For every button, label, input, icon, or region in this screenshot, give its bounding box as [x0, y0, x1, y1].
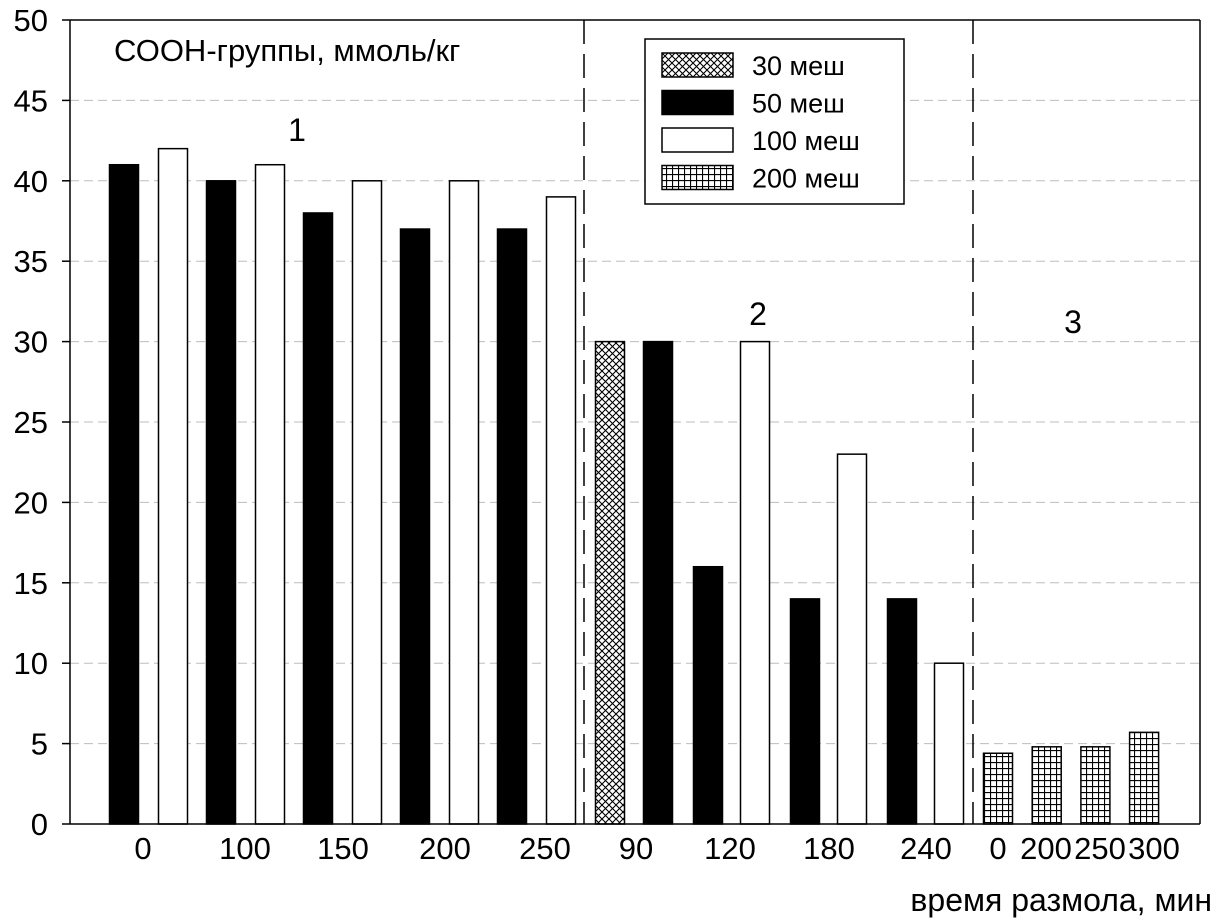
y-tick-label: 25: [14, 405, 48, 440]
bar: [1128, 731, 1160, 825]
bar: [108, 163, 140, 825]
gridlines: [70, 19, 1200, 745]
y-tick-label: 50: [14, 3, 48, 38]
bar: [448, 180, 480, 825]
bar: [886, 598, 918, 825]
legend: 30 меш 50 меш 100 меш 200 меш: [644, 38, 905, 205]
bar: [642, 340, 674, 825]
bar: [302, 212, 334, 825]
x-category-label: 250: [1074, 831, 1126, 866]
legend-swatch: [661, 89, 734, 116]
x-category-label: 240: [900, 831, 952, 866]
x-category-label: 100: [219, 831, 271, 866]
y-tick-label: 0: [31, 807, 48, 842]
x-category-label: 180: [803, 831, 855, 866]
y-tick-label: 20: [14, 485, 48, 520]
legend-label: 30 меш: [752, 51, 845, 81]
bar: [496, 228, 528, 825]
legend-label: 200 меш: [752, 164, 860, 194]
x-category-label: 150: [317, 831, 369, 866]
y-tick-label: 45: [14, 83, 48, 118]
bar: [739, 340, 771, 825]
bar: [205, 180, 237, 825]
x-category-label: 0: [134, 831, 151, 866]
group-label: 2: [749, 296, 767, 332]
bar: [351, 180, 383, 825]
x-category-label: 200: [419, 831, 471, 866]
bar: [1031, 746, 1062, 825]
legend-label: 50 меш: [752, 89, 845, 119]
legend-swatch: [661, 164, 734, 191]
bar: [399, 228, 431, 825]
bar: [789, 598, 821, 825]
x-category-label: 300: [1128, 831, 1180, 866]
y-tick-label: 10: [14, 646, 48, 681]
x-axis-title: время размола, мин: [910, 882, 1212, 918]
group-dividers: [583, 20, 974, 824]
axes: [62, 19, 1201, 825]
bar: [933, 662, 965, 825]
bar: [545, 196, 577, 825]
bar: [836, 453, 868, 825]
bars: [108, 147, 1160, 825]
x-category-label: 90: [619, 831, 653, 866]
bar: [1080, 746, 1111, 825]
bar: [254, 163, 286, 825]
chart-title: СООН-группы, ммоль/кг: [114, 33, 460, 68]
legend-swatch: [661, 127, 734, 153]
x-category-label: 200: [1020, 831, 1072, 866]
y-tick-label: 40: [14, 164, 48, 199]
bar: [692, 565, 724, 825]
bar: [594, 340, 626, 825]
y-tick-label: 35: [14, 244, 48, 279]
group-label: 1: [288, 112, 306, 148]
legend-label: 100 меш: [752, 126, 860, 156]
x-category-label: 250: [519, 831, 571, 866]
bar: [157, 147, 189, 825]
y-tick-label: 15: [14, 566, 48, 601]
x-category-label: 0: [989, 831, 1006, 866]
x-category-label: 120: [704, 831, 756, 866]
bar: [982, 752, 1014, 825]
y-tick-label: 5: [31, 727, 48, 762]
group-label: 3: [1064, 304, 1082, 340]
legend-swatch: [661, 52, 734, 78]
y-tick-label: 30: [14, 325, 48, 360]
